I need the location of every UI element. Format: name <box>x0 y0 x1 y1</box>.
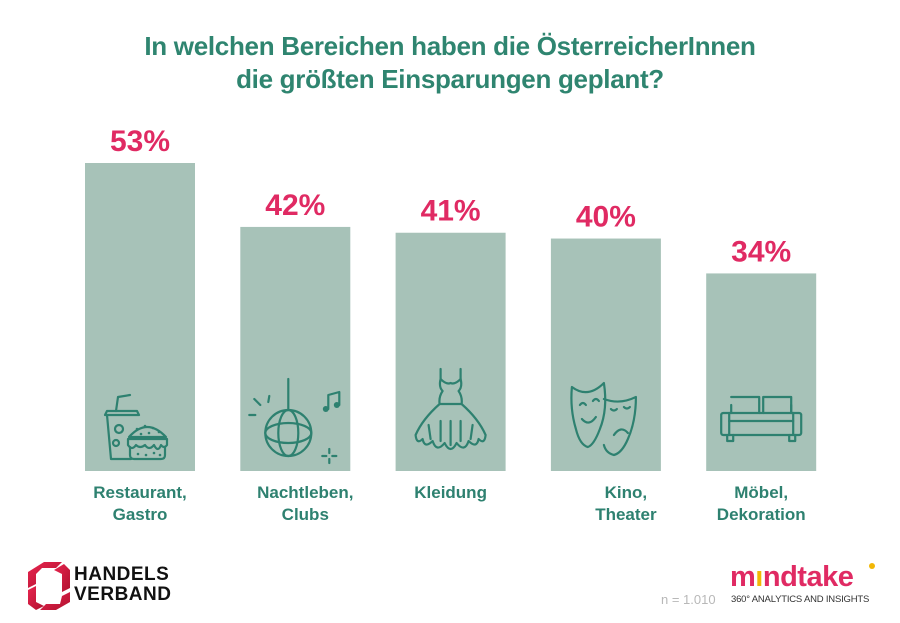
category-label: Theater <box>595 505 657 524</box>
bar <box>550 238 661 471</box>
dress-icon <box>414 367 487 451</box>
mindtake-rest: ndtake <box>762 561 854 593</box>
chart-title: In welchen Bereichen haben die Österreic… <box>0 30 900 96</box>
fastfood-icon <box>103 393 169 461</box>
handelsverband-logo-mark <box>28 562 70 610</box>
bar <box>85 163 195 471</box>
mindtake-i: ı <box>755 561 763 593</box>
mindtake-dot-icon <box>869 563 875 569</box>
handelsverband-logo-text: HANDELS VERBAND <box>74 565 171 605</box>
bar <box>240 226 351 471</box>
category-label: Kino, <box>605 483 648 502</box>
category-label: Kleidung <box>414 483 487 502</box>
mindtake-m: m <box>730 561 756 593</box>
category-label: Dekoration <box>717 505 806 524</box>
category-label: Gastro <box>113 505 168 524</box>
category-label: Restaurant, <box>93 483 187 502</box>
data-label: 53% <box>110 125 170 158</box>
disco-ball-icon <box>248 377 341 465</box>
icons-group <box>103 367 803 465</box>
category-label: Nachtleben, <box>257 483 353 502</box>
logo-line-1: HANDELS <box>74 564 170 585</box>
mindtake-tagline: 360° ANALYTICS AND INSIGHTS <box>731 594 870 605</box>
data-labels-group: 53% 42% 41% 40% 34% <box>110 125 791 268</box>
data-label: 34% <box>731 235 791 268</box>
sofa-icon <box>720 395 803 443</box>
data-label: 42% <box>265 189 325 222</box>
category-labels-group: Restaurant, Gastro Nachtleben, Clubs Kleidun… <box>93 483 805 524</box>
mindtake-logo-wordmark: mındtake <box>730 561 854 593</box>
theater-masks-icon <box>570 381 638 457</box>
chart-title-line-2: die größten Einsparungen geplant? <box>236 64 664 94</box>
data-label: 41% <box>421 195 481 228</box>
data-label: 40% <box>576 201 636 234</box>
logo-line-2: VERBAND <box>74 584 172 605</box>
bar <box>706 273 817 471</box>
category-label: Clubs <box>282 505 329 524</box>
category-label: Möbel, <box>734 483 788 502</box>
sample-size-note: n = 1.010 <box>661 592 716 607</box>
chart-title-line-1: In welchen Bereichen haben die Österreic… <box>144 31 756 61</box>
